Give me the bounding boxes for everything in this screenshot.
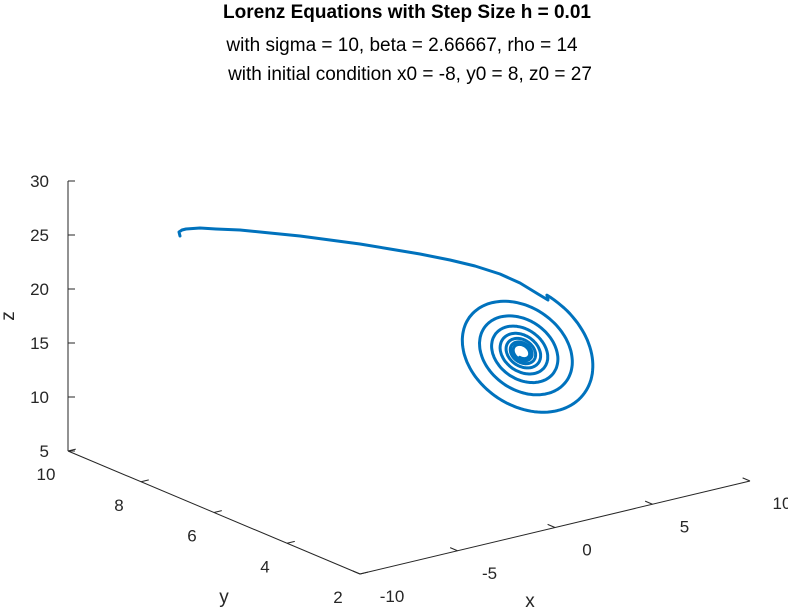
x-tick-mark xyxy=(547,523,556,528)
y-tick-mark xyxy=(286,540,295,544)
x-tick-label: 10 xyxy=(773,494,788,513)
z-tick-label: 25 xyxy=(30,226,49,245)
z-tick-label: 30 xyxy=(30,172,49,191)
y-tick-mark xyxy=(359,571,368,575)
x-tick-label: 5 xyxy=(680,517,689,536)
y-axis-label: y xyxy=(219,587,229,608)
y-tick-label: 6 xyxy=(187,527,196,546)
y-tick-label: 2 xyxy=(333,588,342,607)
x-tick-label: -10 xyxy=(380,587,405,606)
x-tick-mark xyxy=(449,547,458,552)
chart-subtitle-line-2: with initial condition x0 = -8, y0 = 8, … xyxy=(227,64,592,85)
z-tick-label: 10 xyxy=(30,388,49,407)
y-tick-mark xyxy=(140,479,149,483)
y-tick-label: 10 xyxy=(37,465,56,484)
chart-title: Lorenz Equations with Step Size h = 0.01 xyxy=(223,2,591,23)
z-axis-label: z xyxy=(0,311,19,321)
x-tick-mark xyxy=(644,500,653,505)
x-tick-mark xyxy=(352,570,361,575)
y-tick-label: 4 xyxy=(260,557,269,576)
z-tick-label: 5 xyxy=(40,442,49,461)
x-tick-label: -5 xyxy=(482,564,497,583)
x-tick-label: 0 xyxy=(582,541,591,560)
y-tick-mark xyxy=(213,510,222,513)
axis-tick-labels: -10 -5 0 5 10 2 4 6 8 10 5 10 15 20 25 30 xyxy=(30,172,788,607)
y-tick-label: 8 xyxy=(114,496,123,515)
series-trajectory-line xyxy=(177,226,595,414)
chart-subtitle-line-1: with sigma = 10, beta = 2.66667, rho = 1… xyxy=(225,35,578,56)
x-tick-mark xyxy=(742,477,751,482)
axes xyxy=(67,181,751,575)
z-tick-label: 20 xyxy=(30,280,49,299)
z-tick-label: 15 xyxy=(30,334,49,353)
x-axis-label: x xyxy=(525,591,535,610)
axis-ticks xyxy=(67,180,751,575)
